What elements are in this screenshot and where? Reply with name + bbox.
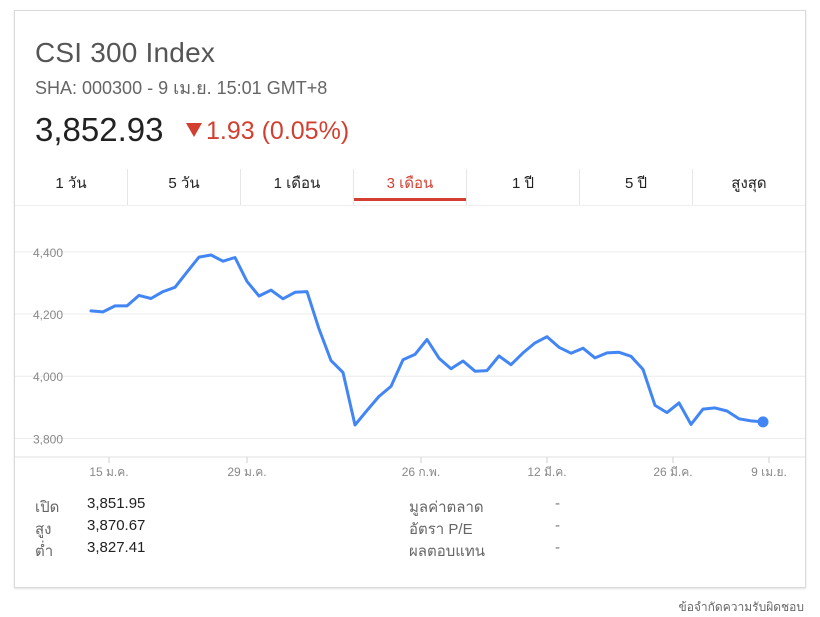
disclaimer-link[interactable]: ข้อจำกัดความรับผิดชอบ: [678, 600, 804, 614]
stat-row-high: สูง 3,870.67: [35, 517, 145, 539]
stat-label: ต่ำ: [35, 543, 54, 560]
stat-row-market-cap: มูลค่าตลาด -: [409, 495, 560, 517]
price-change-value: 1.93 (0.05%): [206, 117, 350, 145]
stat-label: ผลตอบแทน: [409, 543, 486, 560]
price-chart[interactable]: 4,400 4,200 4,000 3,800 15 ม.ค. 29 ม.ค. 26 ก.พ…: [15, 207, 805, 487]
stat-value: 3,827.41: [87, 539, 146, 556]
tab-1-year[interactable]: 1 ปี: [466, 169, 579, 205]
stat-row-yield: ผลตอบแทน -: [409, 539, 560, 561]
stats-right: มูลค่าตลาด - อัตรา P/E - ผลตอบแทน -: [409, 495, 560, 561]
y-tick-label: 3,800: [33, 432, 63, 446]
ticker-subtitle: SHA: 000300 - 9 เม.ย. 15:01 GMT+8: [35, 78, 328, 98]
series-line: [89, 253, 765, 427]
stats-left: เปิด 3,851.95 สูง 3,870.67 ต่ำ 3,827.41: [35, 495, 145, 561]
x-tick-label: 26 มี.ค.: [653, 465, 692, 479]
x-tick-label: 29 ม.ค.: [227, 465, 266, 479]
stat-row-open: เปิด 3,851.95: [35, 495, 145, 517]
stat-label: อัตรา P/E: [409, 521, 473, 538]
tab-1-month[interactable]: 1 เดือน: [240, 169, 353, 205]
tab-max[interactable]: สูงสุด: [692, 169, 805, 205]
tab-5-days[interactable]: 5 วัน: [127, 169, 240, 205]
stat-value: -: [555, 495, 560, 512]
x-tick-label: 9 เม.ย.: [751, 465, 787, 479]
stat-row-pe-ratio: อัตรา P/E -: [409, 517, 560, 539]
last-point-marker: [757, 416, 769, 428]
y-tick-label: 4,400: [33, 246, 63, 260]
stat-label: มูลค่าตลาด: [409, 499, 484, 516]
y-tick-label: 4,200: [33, 308, 63, 322]
index-title: CSI 300 Index: [35, 37, 216, 68]
x-tick-label: 26 ก.พ.: [402, 465, 441, 479]
stat-value: 3,870.67: [87, 517, 146, 534]
stat-row-low: ต่ำ 3,827.41: [35, 539, 145, 561]
stat-value: -: [555, 517, 560, 534]
tab-3-months[interactable]: 3 เดือน: [353, 169, 466, 205]
tab-1-day[interactable]: 1 วัน: [55, 175, 87, 192]
stock-card: CSI 300 Index SHA: 000300 - 9 เม.ย. 15:0…: [14, 10, 806, 588]
down-arrow-icon: [186, 123, 202, 137]
current-price: 3,852.93: [35, 111, 164, 148]
stat-label: เปิด: [35, 499, 60, 516]
range-tabs: 1 วัน 5 วัน 1 เดือน 3 เดือน 1 ปี 5 ปี สู…: [15, 169, 805, 206]
stat-value: -: [555, 539, 560, 556]
stat-label: สูง: [35, 521, 52, 538]
x-tick-label: 12 มี.ค.: [527, 465, 566, 479]
stat-value: 3,851.95: [87, 495, 146, 512]
y-tick-label: 4,000: [33, 370, 63, 384]
price-change: 1.93 (0.05%): [186, 117, 349, 146]
tab-5-years[interactable]: 5 ปี: [579, 169, 692, 205]
x-tick-label: 15 ม.ค.: [89, 465, 128, 479]
